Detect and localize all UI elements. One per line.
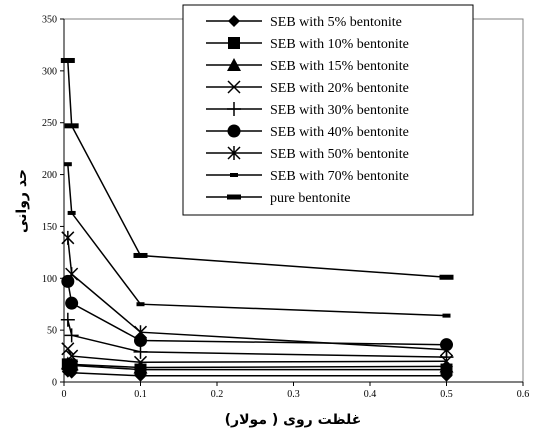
y-tick-label: 100	[42, 274, 57, 285]
legend-item: SEB with 40% bentonite	[206, 124, 409, 140]
x-tick-label: 0.3	[287, 389, 300, 400]
legend-item: SEB with 5% bentonite	[206, 15, 402, 30]
marker-diamond	[228, 15, 240, 27]
data-point	[60, 57, 75, 63]
data-point	[63, 162, 72, 167]
data-point	[64, 328, 79, 343]
legend-label: SEB with 70% bentonite	[270, 169, 409, 184]
axes: 0 50 100 150 200 250 300 350 0 0.1 0.2 0.3 0.4 0.5 0.6	[42, 15, 529, 401]
data-point	[64, 357, 79, 371]
legend-label: SEB with 50% bentonite	[270, 147, 409, 162]
legend-label: SEB with 20% bentonite	[270, 81, 409, 96]
y-tick-label: 250	[42, 118, 57, 129]
data-point	[439, 359, 454, 373]
legend-item: SEB with 70% bentonite	[206, 169, 409, 184]
series-line-7	[67, 164, 447, 317]
series-line-8	[67, 60, 447, 278]
legend-label: SEB with 15% bentonite	[270, 59, 409, 74]
legend-item: pure bentonite	[206, 191, 350, 206]
x-tick-label: 0.5	[440, 389, 453, 400]
data-point	[65, 296, 79, 310]
marker-triangle	[227, 58, 241, 71]
y-tick-label: 0	[52, 378, 57, 389]
data-point	[133, 325, 148, 340]
marker-circle	[227, 124, 241, 138]
x-tick-label: 0.1	[134, 389, 147, 400]
data-point	[442, 313, 451, 318]
legend-label: SEB with 5% bentonite	[270, 15, 402, 30]
marker-star	[227, 146, 241, 160]
data-point	[67, 210, 76, 215]
data-point	[65, 267, 79, 282]
series-line-3	[67, 348, 447, 364]
data-point	[133, 252, 148, 258]
data-point	[65, 349, 79, 363]
marker-dash	[227, 194, 241, 200]
series-line-5	[67, 281, 447, 346]
data-point	[439, 342, 454, 357]
x-tick-label: 0.6	[517, 389, 530, 400]
y-tick-label: 150	[42, 222, 57, 233]
legend-label: SEB with 10% bentonite	[270, 37, 409, 52]
series-line-4	[67, 319, 447, 358]
x-tick-label: 0.2	[211, 389, 224, 400]
legend-label: pure bentonite	[270, 191, 350, 206]
y-tick-label: 300	[42, 66, 57, 77]
data-point	[134, 334, 147, 348]
y-tick-label: 200	[42, 170, 57, 181]
series-line-6	[67, 237, 447, 351]
legend-item: SEB with 50% bentonite	[206, 146, 409, 162]
data-point	[133, 360, 148, 374]
y-axis-title: حد روانی	[14, 169, 30, 233]
data-point	[133, 344, 148, 359]
data-point	[136, 302, 145, 307]
data-point	[61, 230, 75, 245]
legend-item: SEB with 15% bentonite	[206, 58, 409, 74]
legend-item: SEB with 30% bentonite	[206, 102, 409, 118]
data-point	[64, 123, 79, 129]
legend-item: SEB with 10% bentonite	[206, 37, 409, 52]
y-tick-label: 50	[47, 326, 57, 337]
x-axis-title: غلظت روی ( مولار)	[225, 412, 362, 428]
x-tick-label: 0.4	[364, 389, 377, 400]
legend: SEB with 5% bentonite SEB with 10% benton…	[182, 4, 474, 216]
series-markers	[60, 57, 454, 382]
legend-item: SEB with 20% bentonite	[206, 80, 409, 96]
marker-x	[227, 80, 241, 94]
data-point	[439, 274, 454, 280]
legend-label: SEB with 40% bentonite	[270, 125, 409, 140]
data-point	[60, 312, 75, 327]
x-tick-label: 0	[62, 389, 67, 400]
marker-dash-small	[230, 173, 238, 177]
legend-label: SEB with 30% bentonite	[270, 103, 409, 118]
y-tick-label: 350	[42, 15, 57, 26]
marker-square	[228, 37, 240, 49]
marker-plus	[227, 102, 241, 116]
data-point	[61, 342, 75, 356]
data-point	[133, 355, 148, 369]
